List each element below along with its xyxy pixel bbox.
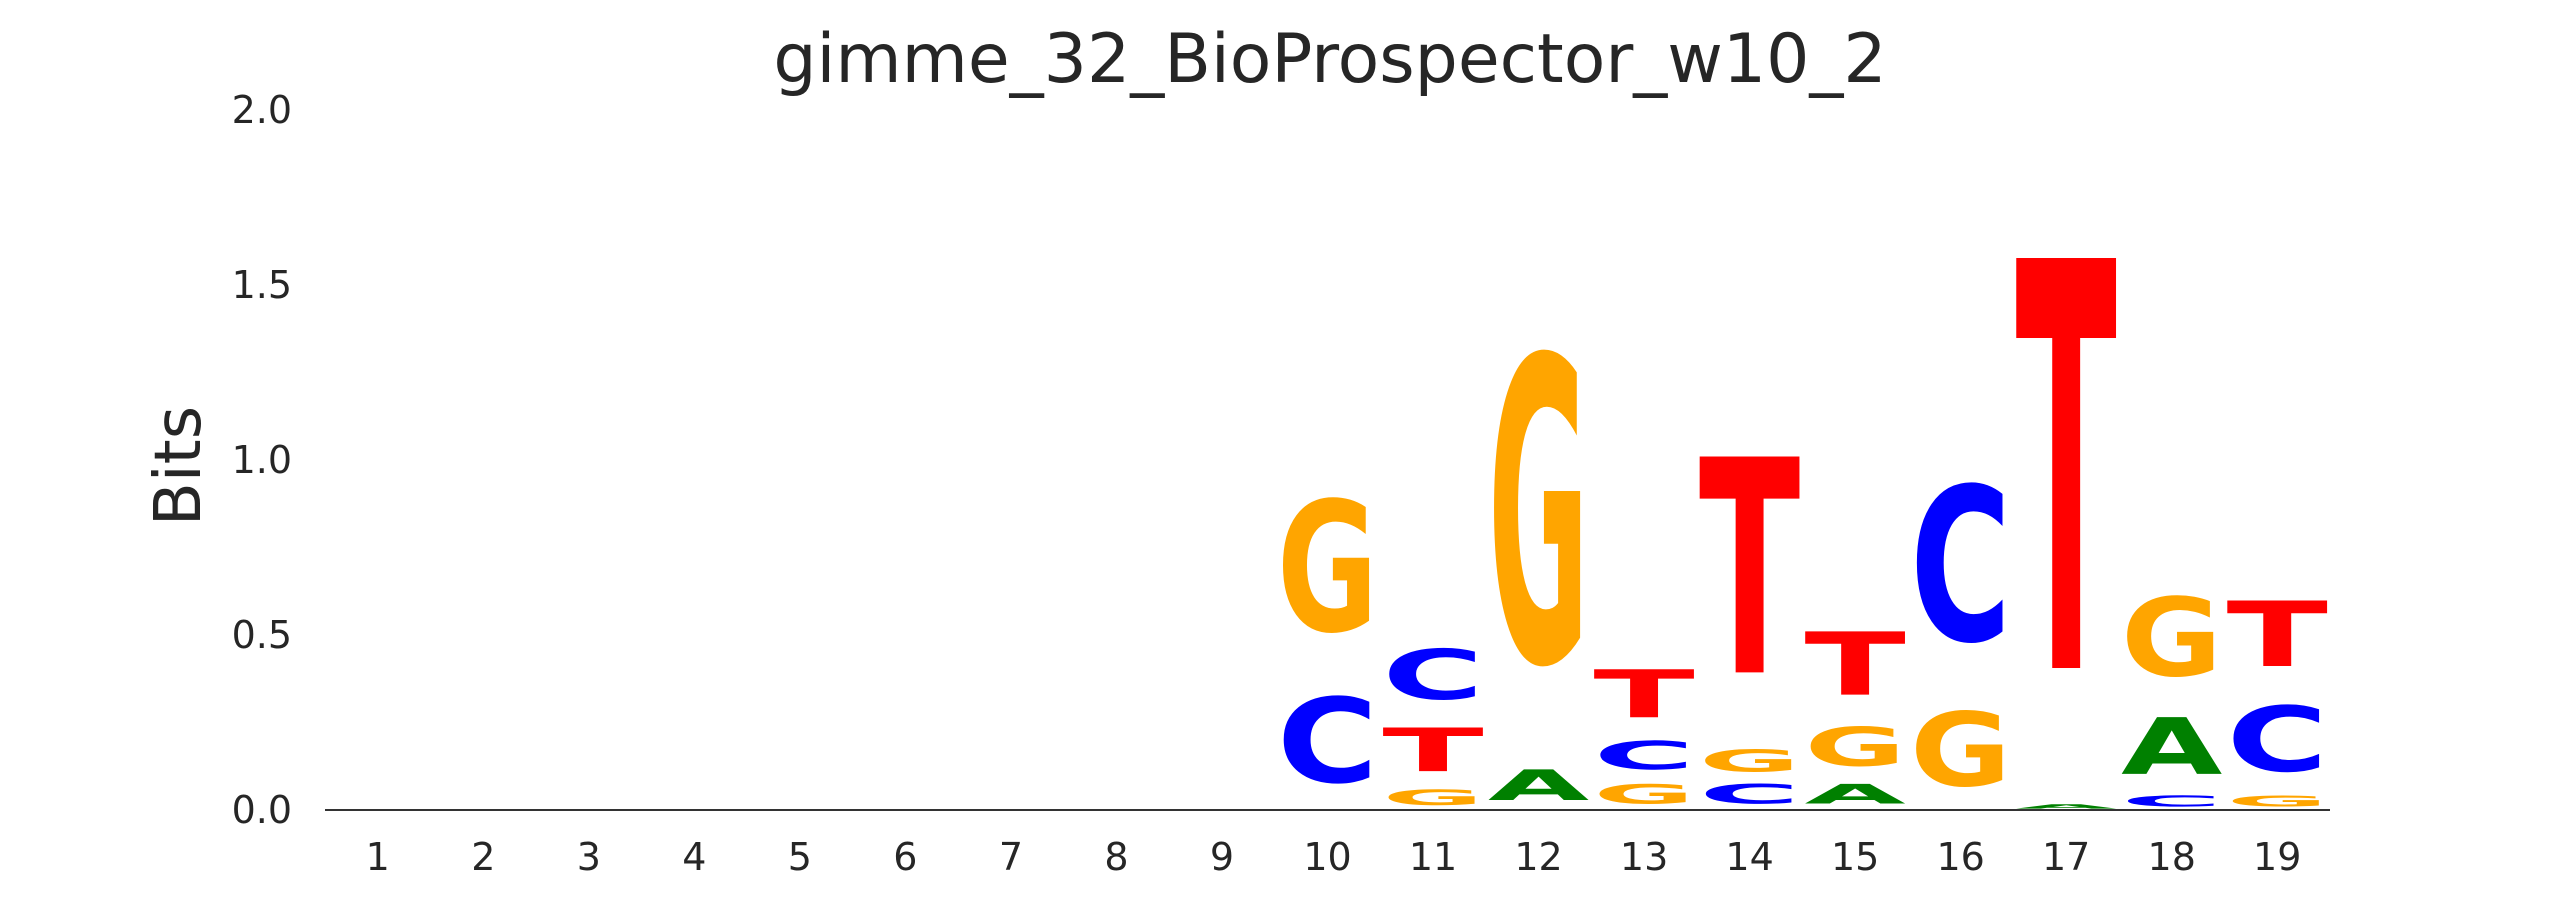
logo-letter-c: C [1382,635,1483,715]
x-tick-label: 3 [577,835,601,879]
y-tick-label: 1.5 [232,263,292,307]
logo-letter-c: C [1277,674,1378,810]
y-tick-label: 1.0 [232,438,292,482]
logo-letter-c: C [2227,688,2328,792]
logo-letter-a: A [1804,779,1905,810]
x-tick-label: 18 [2148,835,2196,879]
logo-letter-t: T [1593,656,1694,733]
x-tick-label: 9 [1210,835,1234,879]
logo-letter-a: A [2016,803,2118,810]
logo-letter-g: G [2121,577,2222,702]
x-tick-label: 5 [788,835,812,879]
x-tick-label: 11 [1409,835,1457,879]
x-tick-label: 6 [893,835,917,879]
x-tick-label: 10 [1303,835,1351,879]
x-tick-label: 17 [2042,835,2090,879]
logo-letter-t: T [2016,147,2118,802]
x-tick-label: 7 [999,835,1023,879]
logo-letter-g: G [1488,271,1589,759]
x-tick-label: 16 [1936,835,1984,879]
logo-letter-c: C [1699,779,1800,810]
logo-letter-a: A [1488,761,1589,810]
logo-letter-g: G [1382,786,1483,810]
x-axis: 1 2 3 4 5 6 7 8 9 10 11 12 13 14 15 16 17 18 19 [366,835,2302,879]
logo-letter-t: T [2227,583,2329,688]
logo-letter-a: A [2121,702,2222,792]
y-axis-label: Bits [142,406,216,526]
x-tick-label: 4 [682,835,706,879]
y-tick-label: 0.0 [232,788,292,832]
logo-letter-t: T [1699,399,1800,743]
logo-letter-g: G [1699,744,1800,779]
x-tick-label: 19 [2253,835,2301,879]
logo-letter-t: T [1804,614,1905,715]
logo-letter-t: T [1382,716,1483,786]
logo-letter-c: C [2121,793,2222,810]
x-tick-label: 8 [1104,835,1128,879]
logo-letter-g: G [1277,465,1378,674]
y-axis: 0.0 0.5 1.0 1.5 2.0 [232,88,292,832]
y-tick-label: 2.0 [232,88,292,132]
logo-letter-c: C [1593,733,1694,778]
x-tick-label: 1 [366,835,390,879]
x-tick-label: 2 [471,835,495,879]
logo-letter-g: G [2227,792,2328,810]
logo-letter-c: C [1910,444,2011,691]
x-tick-label: 15 [1831,835,1879,879]
logo-letter-g: G [1593,779,1694,810]
chart-title: gimme_32_BioProspector_w10_2 [773,20,1886,99]
x-tick-label: 12 [1514,835,1562,879]
logo-letter-g: G [1804,716,1905,778]
logo-letter-g: G [1910,691,2011,810]
x-tick-label: 14 [1725,835,1773,879]
x-tick-label: 13 [1620,835,1668,879]
y-tick-label: 0.5 [232,613,292,657]
